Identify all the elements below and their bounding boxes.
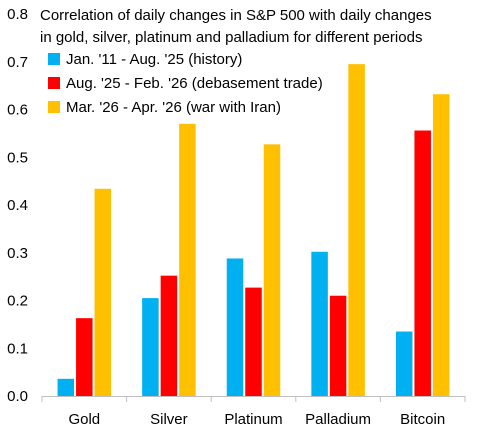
bar-gold-series-1: [57, 378, 75, 396]
chart-title: Correlation of daily changes in S&P 500 …: [40, 7, 432, 46]
x-tick-label: Platinum: [224, 411, 282, 428]
y-tick-label: 0.3: [7, 245, 28, 262]
legend-swatch: [48, 77, 60, 89]
y-tick-label: 0.5: [7, 149, 28, 166]
legend-label: Jan. '11 - Aug. '25 (history): [66, 51, 242, 68]
bar-bitcoin-series-1: [395, 331, 413, 396]
bar-platinum-series-2: [245, 287, 262, 396]
y-tick-label: 0.0: [7, 388, 28, 405]
y-tick-label: 0.2: [7, 293, 28, 310]
legend-swatch: [48, 53, 60, 65]
x-tick-label: Palladium: [305, 411, 371, 428]
bar-platinum-series-3: [263, 144, 281, 396]
bars: [57, 64, 450, 396]
x-tick-label: Silver: [150, 411, 188, 428]
bar-palladium-series-2: [329, 295, 347, 396]
legend-label: Aug. '25 - Feb. '26 (debasement trade): [66, 75, 323, 92]
x-axis: Gold Silver Platinum Palladium Bitcoin: [41, 396, 466, 428]
bar-silver-series-1: [142, 298, 159, 396]
y-tick-label: 0.6: [7, 102, 28, 119]
chart-title-line-2: in gold, silver, platinum and palladium …: [40, 29, 422, 46]
x-tick-label: Gold: [68, 411, 100, 428]
legend-swatch: [48, 101, 60, 113]
bar-bitcoin-series-2: [414, 130, 431, 396]
bar-bitcoin-series-3: [432, 94, 450, 396]
y-tick-label: 0.1: [7, 340, 28, 357]
bar-palladium-series-1: [311, 251, 328, 396]
bar-gold-series-2: [76, 318, 93, 396]
bar-silver-series-2: [160, 275, 178, 396]
bar-palladium-series-3: [348, 64, 365, 396]
y-axis: 0.0 0.1 0.2 0.3 0.4 0.5 0.6 0.7 0.8: [7, 6, 28, 405]
bar-gold-series-3: [94, 188, 112, 396]
chart-title-line-1: Correlation of daily changes in S&P 500 …: [40, 7, 432, 24]
y-tick-label: 0.8: [7, 6, 28, 23]
y-tick-label: 0.7: [7, 54, 28, 71]
legend: Jan. '11 - Aug. '25 (history) Aug. '25 - …: [48, 51, 323, 116]
x-tick-label: Bitcoin: [400, 411, 445, 428]
bar-platinum-series-1: [226, 258, 244, 396]
y-tick-label: 0.4: [7, 197, 28, 214]
legend-label: Mar. '26 - Apr. '26 (war with Iran): [66, 99, 281, 116]
bar-silver-series-3: [179, 123, 196, 396]
